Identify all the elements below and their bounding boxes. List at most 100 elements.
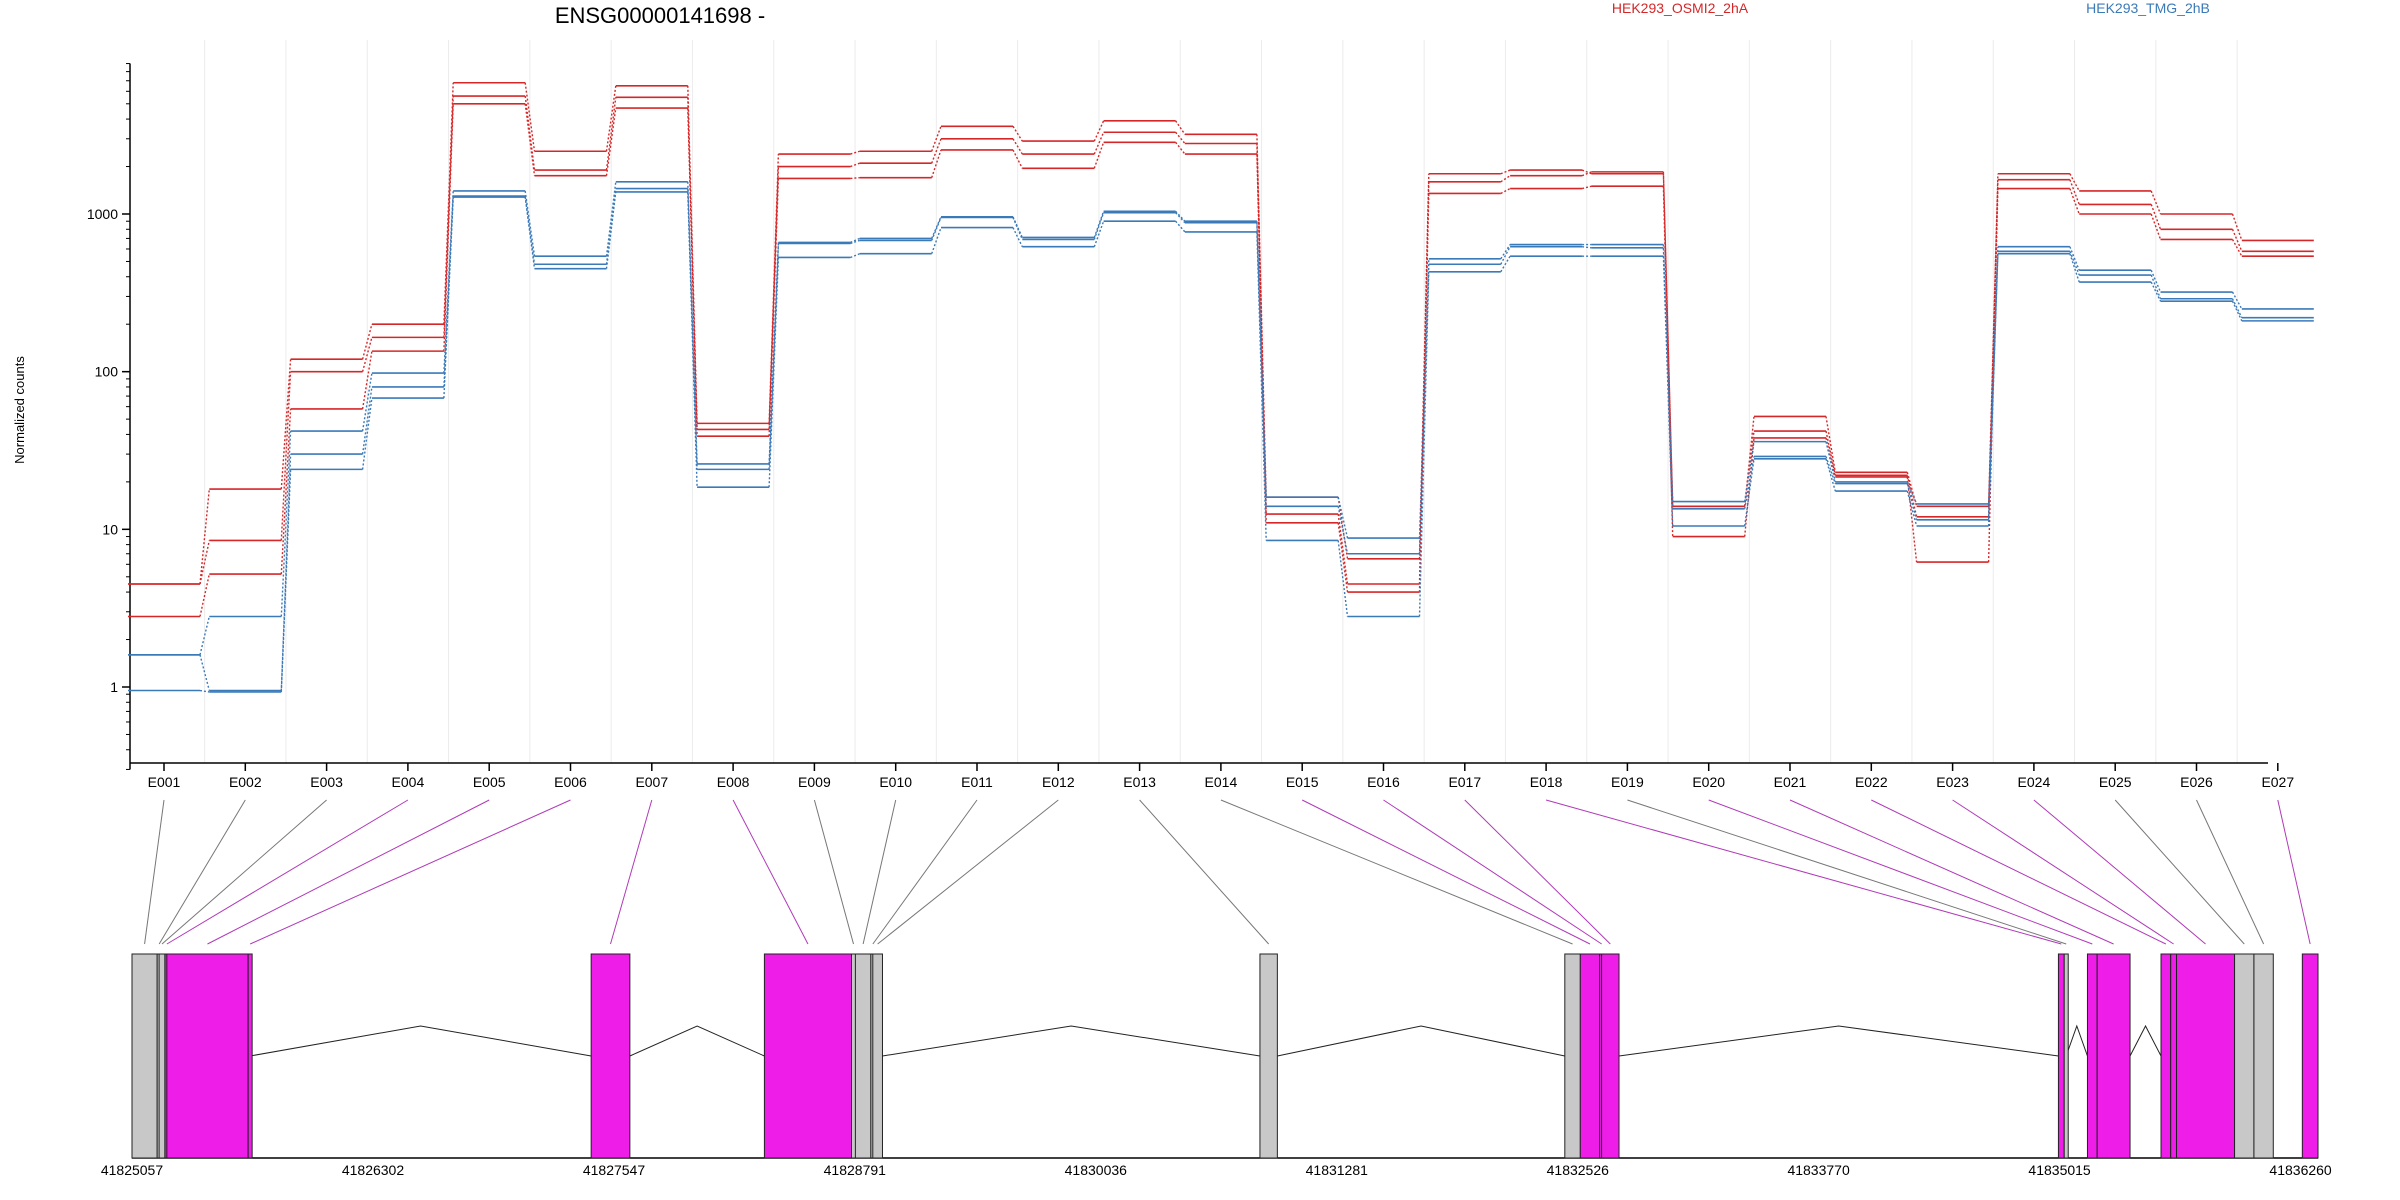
- exon-block: [2160, 953, 2172, 1159]
- data-transition: [2069, 179, 2080, 205]
- genomic-coordinate-label: 41830036: [1065, 1162, 1128, 1178]
- data-transition: [1012, 149, 1023, 169]
- data-transition: [1012, 125, 1023, 142]
- data-transition: [524, 197, 536, 269]
- data-transition: [199, 540, 210, 585]
- data-transition: [1093, 142, 1105, 169]
- data-transition: [931, 126, 942, 152]
- exon-connector: [166, 799, 409, 945]
- data-transition: [2231, 298, 2243, 318]
- data-transition: [2069, 251, 2080, 276]
- exon-block: [2175, 953, 2236, 1159]
- genomic-coordinate-label: 41836260: [2269, 1162, 2332, 1178]
- data-transition: [1500, 255, 1511, 273]
- data-transition: [443, 197, 454, 399]
- data-transition: [1825, 441, 1836, 483]
- data-transition: [361, 372, 373, 432]
- exon-connector-lines: [144, 799, 2311, 945]
- exon-block: [247, 953, 253, 1159]
- exon-connector: [144, 799, 165, 945]
- exon-connector: [732, 799, 809, 945]
- data-transition: [199, 616, 210, 655]
- data-transition: [605, 107, 617, 176]
- x-tick-label: E004: [392, 774, 425, 790]
- intron-line: [249, 1025, 592, 1057]
- data-transition: [2150, 274, 2162, 300]
- series-2: [128, 95, 2314, 585]
- data-transition: [280, 359, 292, 490]
- genomic-coordinate-label: 41833770: [1787, 1162, 1850, 1178]
- data-transition: [2069, 253, 2080, 283]
- data-transition: [850, 150, 860, 155]
- data-transition: [768, 242, 780, 464]
- data-transition: [850, 239, 860, 245]
- x-tick-label: E005: [473, 774, 506, 790]
- exon-block: [2301, 953, 2319, 1159]
- data-transition: [1256, 231, 1267, 541]
- data-transition: [524, 82, 536, 152]
- legend-label-osmi2: HEK293_OSMI2_2hA: [1612, 0, 1749, 16]
- data-transition: [280, 431, 292, 617]
- exon-block: [872, 953, 883, 1159]
- x-tick-label: E018: [1530, 774, 1563, 790]
- data-transition: [1906, 475, 1918, 518]
- series-1: [128, 81, 2314, 585]
- exon-connector: [1871, 799, 2167, 945]
- data-transition: [1418, 271, 1430, 617]
- exon-connector: [1952, 799, 2174, 945]
- data-transition: [1825, 430, 1836, 476]
- data-transition: [931, 227, 942, 254]
- data-transition: [2150, 213, 2162, 240]
- exon-connector: [1627, 799, 2067, 945]
- data-transition: [524, 190, 536, 257]
- data-transition: [361, 337, 373, 372]
- data-transition: [1500, 175, 1511, 183]
- data-transition: [1500, 244, 1511, 260]
- exon-block: [131, 953, 158, 1159]
- genomic-coordinate-label: 41827547: [583, 1162, 646, 1178]
- data-transition: [687, 191, 698, 488]
- x-tick-label: E022: [1855, 774, 1888, 790]
- data-transition: [1093, 212, 1105, 240]
- x-tick-label: E014: [1205, 774, 1238, 790]
- data-transition: [1337, 496, 1349, 539]
- data-transition: [2150, 204, 2162, 230]
- exon-connector: [1708, 799, 2093, 945]
- data-transition: [280, 408, 292, 575]
- x-tick-label: E011: [961, 774, 993, 790]
- y-tick-label: 1000: [87, 206, 118, 222]
- genomic-coordinate-label: 41835015: [2028, 1162, 2091, 1178]
- data-transition: [524, 95, 536, 171]
- gene-model: 41825057 41826302 41827547 41828791 41830036…: [101, 953, 2332, 1178]
- data-transition: [1012, 227, 1023, 248]
- data-transition: [850, 237, 860, 244]
- data-transition: [1175, 120, 1186, 135]
- data-transition: [605, 97, 617, 171]
- data-transition: [1500, 246, 1511, 265]
- exon-connector: [1220, 799, 1573, 945]
- x-tick-label: E024: [2018, 774, 2051, 790]
- x-tick-label: E008: [717, 774, 750, 790]
- exon-block: [2063, 953, 2069, 1159]
- data-transition: [931, 217, 942, 241]
- exon-connector: [1545, 799, 2062, 945]
- exon-block: [1601, 953, 1620, 1159]
- intron-line: [882, 1025, 1261, 1057]
- data-transition: [280, 371, 292, 541]
- exon-connector: [1383, 799, 1602, 945]
- data-transition: [1662, 256, 1674, 527]
- data-transition: [1175, 141, 1186, 155]
- data-transition: [687, 108, 698, 437]
- exon-block: [2170, 953, 2177, 1159]
- data-transition: [1337, 506, 1349, 554]
- data-transition: [1662, 173, 1674, 507]
- data-transition: [361, 386, 373, 455]
- x-tick-label: E027: [2261, 774, 2294, 790]
- data-transition: [768, 178, 780, 437]
- exon-connector: [872, 799, 978, 945]
- vertical-gridlines: [204, 40, 2238, 763]
- data-transition: [443, 103, 454, 352]
- x-tick-label: E023: [1936, 774, 1969, 790]
- genomic-coordinate-label: 41832526: [1547, 1162, 1610, 1178]
